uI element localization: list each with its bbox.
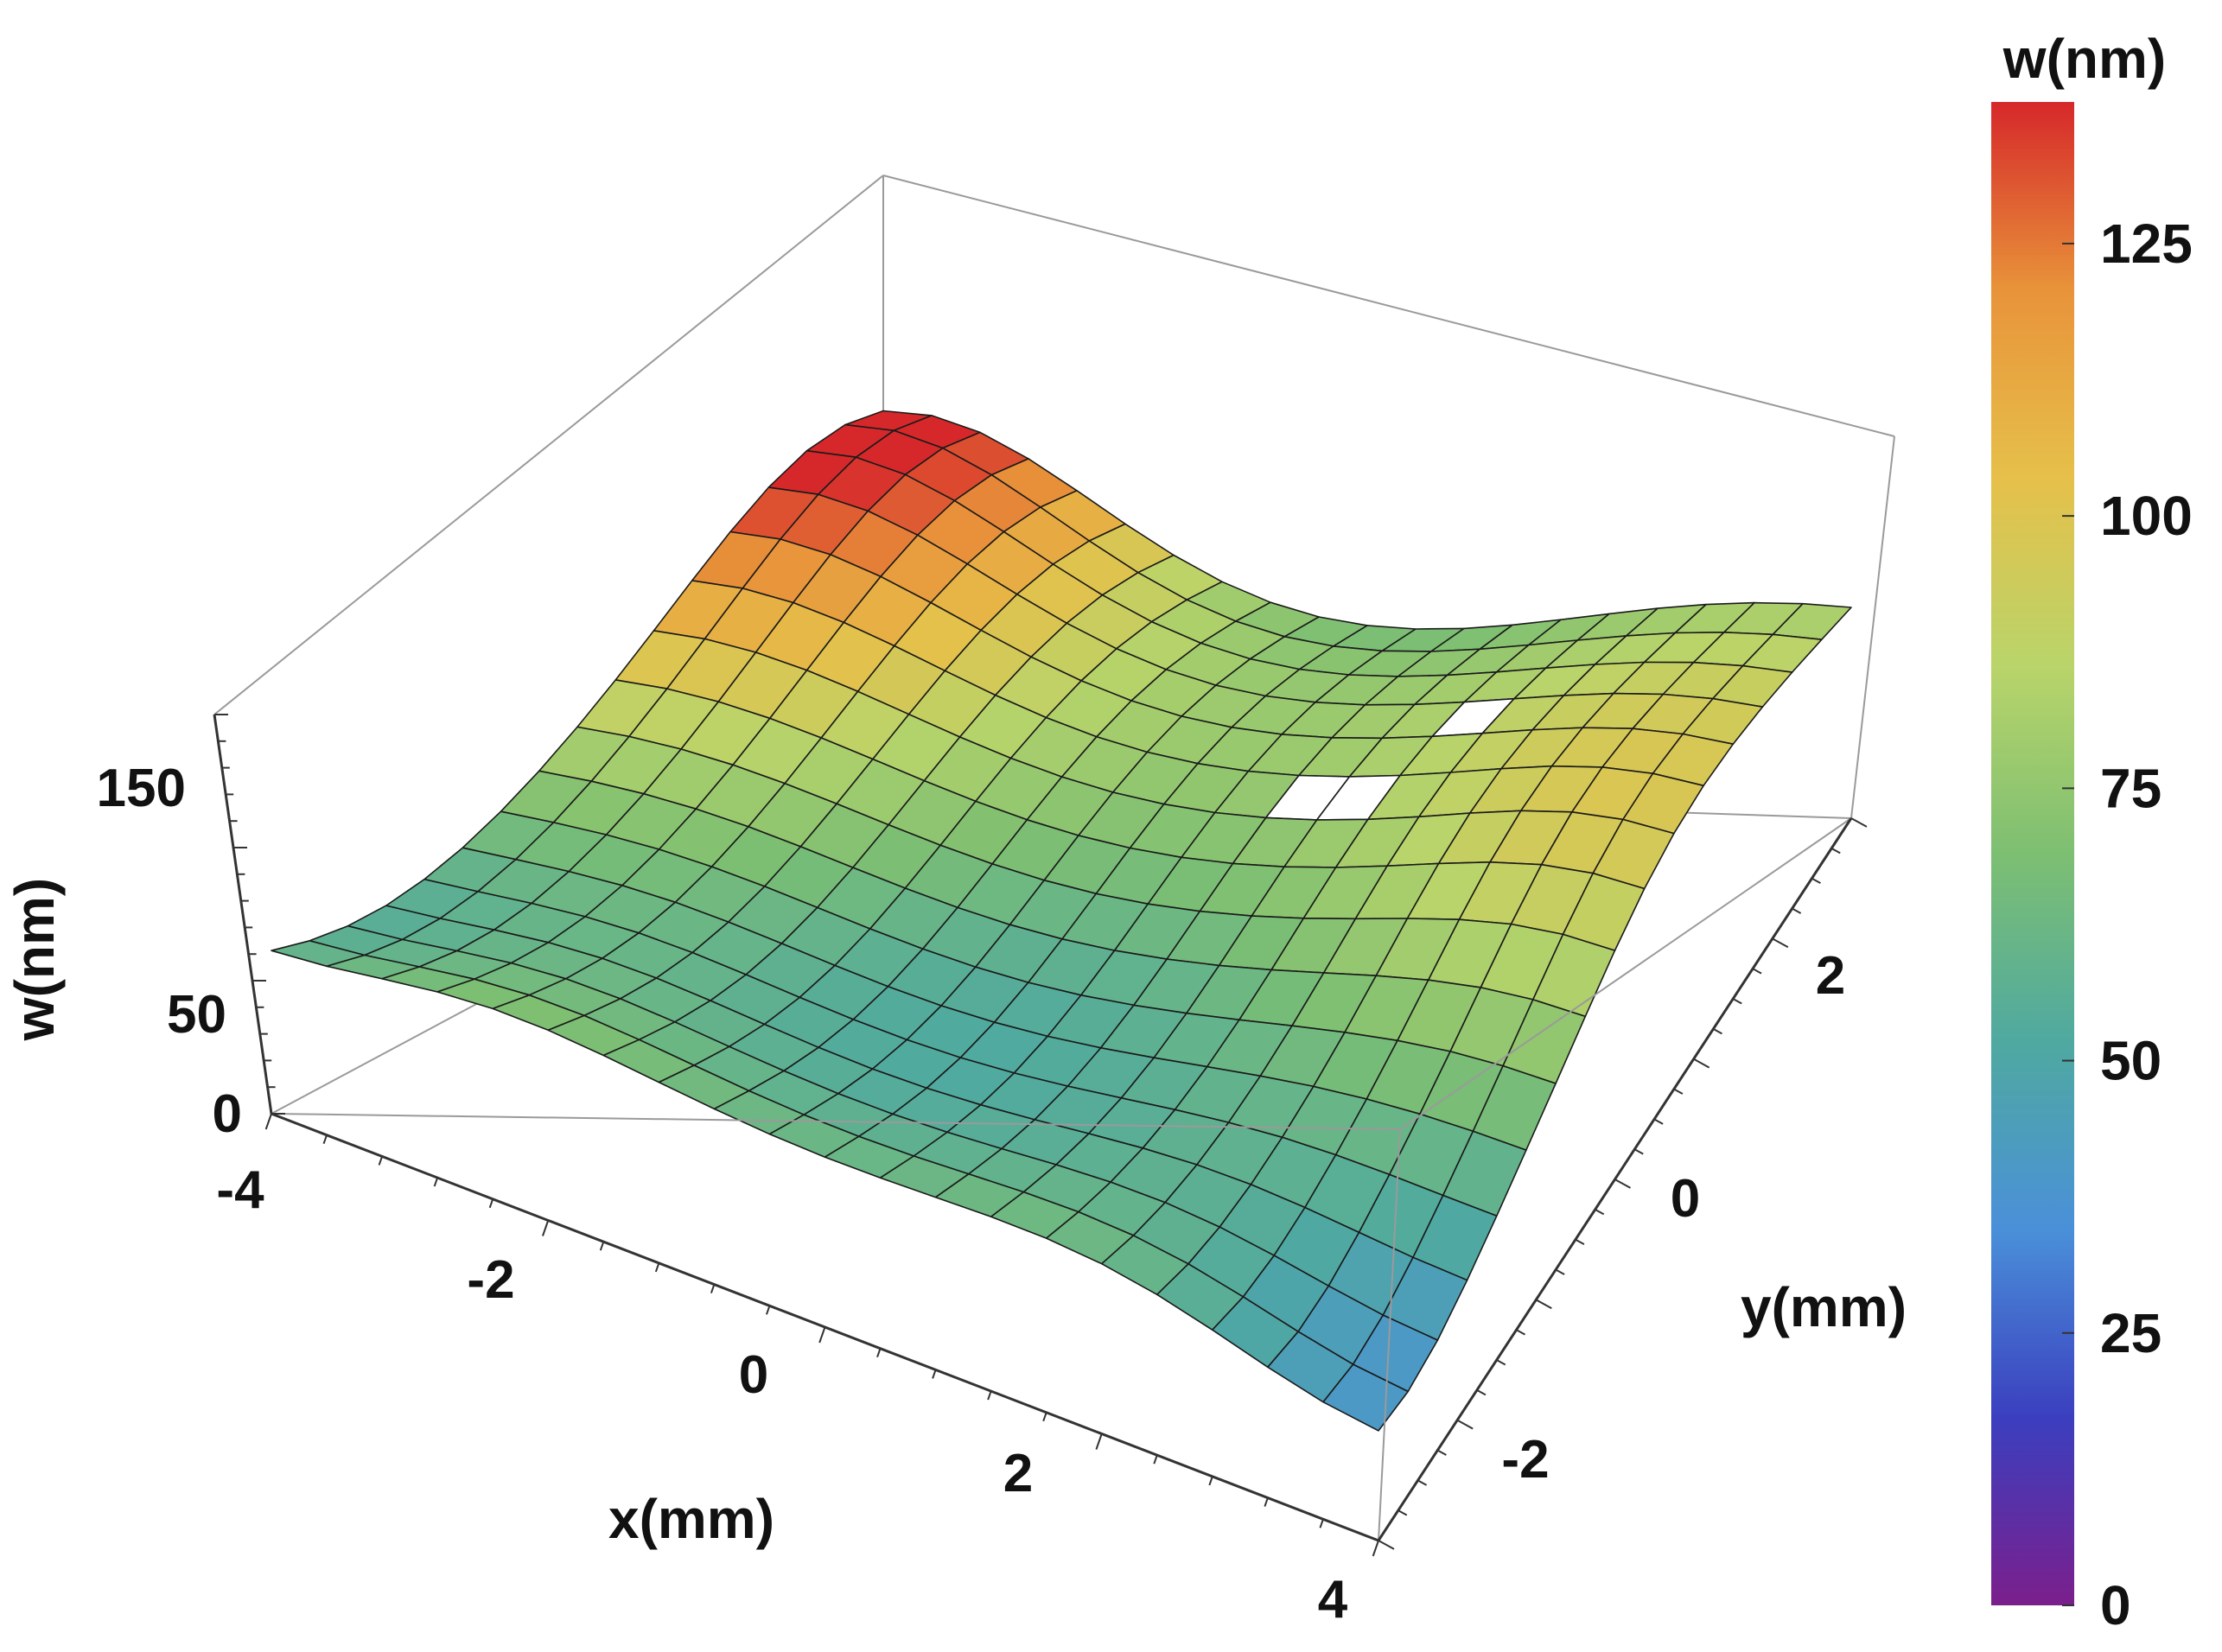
axis-tick-mark <box>488 1198 494 1209</box>
axis-tick-mark <box>1095 1433 1103 1450</box>
axis-tick-mark <box>654 1262 660 1273</box>
axis-tick-mark <box>1378 1540 1395 1550</box>
axis-tick-mark <box>1417 1479 1428 1486</box>
axis-tick-mark <box>1208 1476 1213 1486</box>
axis-tick-mark <box>766 1305 771 1315</box>
y-tick-label: 0 <box>1671 1169 1700 1229</box>
axis-tick-mark <box>1436 1449 1447 1456</box>
axis-tick-mark <box>1042 1412 1047 1422</box>
axis-tick-mark <box>1752 968 1762 975</box>
axis-tick-mark <box>818 1326 826 1344</box>
x-tick-label: 4 <box>1318 1570 1348 1630</box>
y-axis-title: y(mm) <box>1741 1276 1907 1338</box>
axis-tick-mark <box>1264 1497 1269 1507</box>
box-edge <box>882 175 1895 437</box>
surface-patch <box>1322 1363 1409 1432</box>
axis-tick-mark <box>1319 1518 1324 1528</box>
colorbar-tick-label: 75 <box>2100 757 2162 819</box>
axis-tick-mark <box>542 1220 550 1236</box>
axis-tick-mark <box>1811 877 1821 885</box>
axis-tick-mark <box>1535 1299 1552 1310</box>
colorbar-tick-label: 100 <box>2100 485 2193 547</box>
x-tick-label: 2 <box>1003 1444 1033 1503</box>
axis-tick-mark <box>1153 1454 1158 1465</box>
axis-tick-mark <box>1772 937 1789 949</box>
axis-tick-mark <box>1792 907 1802 914</box>
axis-tick-mark <box>932 1369 937 1379</box>
axis-tick-mark <box>1712 1027 1722 1035</box>
axis-tick-mark <box>710 1284 716 1293</box>
surface-mesh <box>271 410 1852 1432</box>
z-axis-line <box>213 714 273 1115</box>
axis-tick-mark <box>1496 1359 1506 1366</box>
z-tick-label: 150 <box>97 759 186 818</box>
axis-tick-mark <box>1575 1238 1585 1246</box>
axis-tick-mark <box>876 1348 882 1358</box>
axis-tick-mark <box>1476 1388 1487 1396</box>
x-tick-label: -2 <box>467 1250 514 1310</box>
x-tick-label: 0 <box>739 1345 768 1405</box>
axis-tick-mark <box>378 1156 384 1166</box>
z-tick-label: 50 <box>167 985 226 1045</box>
box-edge <box>271 1113 1401 1130</box>
axis-tick-mark <box>599 1241 605 1251</box>
box-edge <box>1850 435 1895 819</box>
axis-tick-mark <box>1372 1540 1379 1557</box>
y-tick-label: -2 <box>1501 1430 1549 1490</box>
axis-tick-mark <box>1850 817 1868 828</box>
axis-tick-mark <box>433 1177 439 1187</box>
axis-tick-mark <box>1398 1509 1408 1516</box>
axis-tick-mark <box>1653 1118 1664 1125</box>
axis-tick-mark <box>1456 1419 1474 1430</box>
plot-box-front <box>271 817 1852 1541</box>
x-tick-label: -4 <box>216 1160 264 1220</box>
axis-tick-mark <box>1595 1208 1605 1216</box>
z-axis-title: w(nm) <box>3 878 66 1041</box>
colorbar-ticks: 0 25 50 75 100 125 <box>2062 213 2193 1636</box>
axis-tick-mark <box>1732 998 1742 1005</box>
axis-tick-mark <box>1830 847 1841 855</box>
axis-tick-mark <box>1555 1268 1565 1275</box>
colorbar-title: w(nm) <box>2002 28 2166 90</box>
box-edge <box>213 175 884 715</box>
colorbar-tick-label: 50 <box>2100 1030 2162 1092</box>
axis-tick-mark <box>1516 1329 1526 1336</box>
axis-tick-mark <box>1673 1088 1684 1095</box>
axis-tick-mark <box>1614 1179 1631 1189</box>
box-edge <box>1378 1128 1401 1541</box>
z-tick-label: 0 <box>213 1084 242 1144</box>
colorbar-tick-label: 25 <box>2100 1302 2162 1364</box>
colorbar-tick-label: 0 <box>2100 1574 2131 1636</box>
axis-tick-mark <box>987 1390 992 1401</box>
y-tick-label: 2 <box>1816 946 1845 1006</box>
x-axis-title: x(mm) <box>608 1488 774 1550</box>
colorbar-tick-label: 125 <box>2100 213 2193 275</box>
colorbar <box>1991 102 2074 1605</box>
axis-tick-mark <box>264 1113 272 1130</box>
box-edge <box>1399 817 1852 1130</box>
axis-tick-mark <box>1633 1148 1644 1155</box>
axis-tick-mark <box>1693 1058 1710 1069</box>
minor-ticks <box>214 714 1868 1557</box>
axis-tick-mark <box>322 1134 328 1145</box>
